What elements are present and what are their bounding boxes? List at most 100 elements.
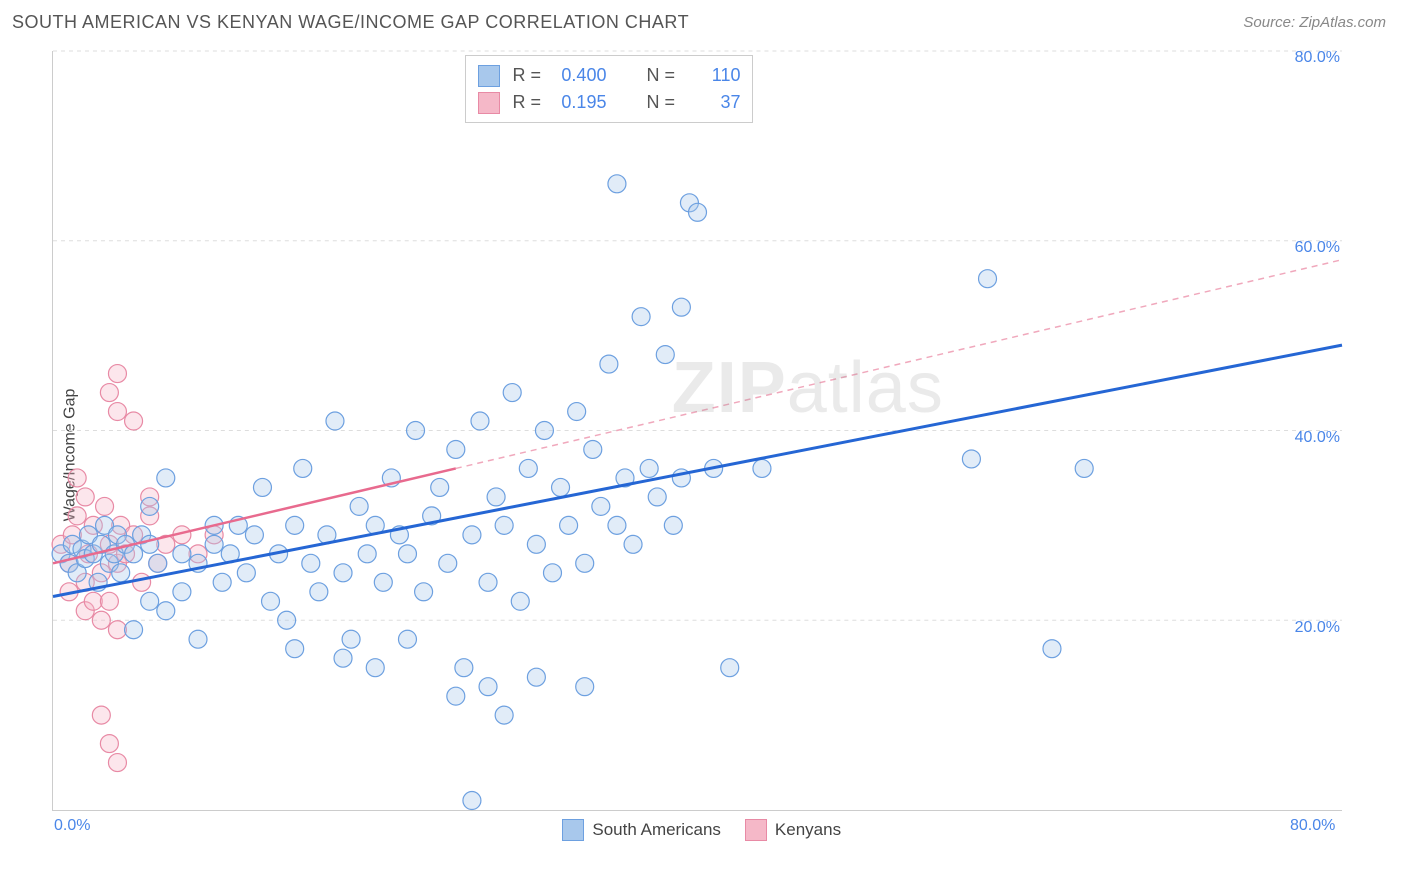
data-point xyxy=(310,583,328,601)
south-american-points xyxy=(52,175,1093,810)
y-tick-label: 20.0% xyxy=(1280,619,1340,637)
data-point xyxy=(173,545,191,563)
data-point xyxy=(342,630,360,648)
data-point xyxy=(471,412,489,430)
swatch-icon xyxy=(745,819,767,841)
data-point xyxy=(92,611,110,629)
data-point xyxy=(374,573,392,591)
data-point xyxy=(431,478,449,496)
data-point xyxy=(205,535,223,553)
data-point xyxy=(149,554,167,572)
stats-row-1: R = 0.195 N = 37 xyxy=(478,89,740,116)
data-point xyxy=(100,735,118,753)
data-point xyxy=(326,412,344,430)
data-point xyxy=(447,687,465,705)
data-point xyxy=(648,488,666,506)
data-point xyxy=(100,384,118,402)
data-point xyxy=(125,621,143,639)
data-point xyxy=(495,516,513,534)
data-point xyxy=(608,175,626,193)
data-point xyxy=(157,602,175,620)
data-point xyxy=(100,592,118,610)
data-point xyxy=(294,459,312,477)
data-point xyxy=(576,554,594,572)
data-point xyxy=(640,459,658,477)
data-point xyxy=(753,459,771,477)
data-point xyxy=(141,592,159,610)
legend-item-1: Kenyans xyxy=(745,819,841,841)
legend-label: Kenyans xyxy=(775,820,841,840)
data-point xyxy=(398,545,416,563)
data-point xyxy=(624,535,642,553)
data-point xyxy=(189,630,207,648)
data-point xyxy=(173,583,191,601)
trend-line xyxy=(456,260,1342,469)
data-point xyxy=(560,516,578,534)
data-point xyxy=(455,659,473,677)
legend-item-0: South Americans xyxy=(562,819,721,841)
data-point xyxy=(656,346,674,364)
data-point xyxy=(407,422,425,440)
data-point xyxy=(237,564,255,582)
data-point xyxy=(398,630,416,648)
data-point xyxy=(108,365,126,383)
chart-container: Wage/Income Gap ZIPatlas R = 0.400 N = 1… xyxy=(0,41,1406,869)
data-point xyxy=(721,659,739,677)
data-point xyxy=(125,412,143,430)
x-tick-label: 80.0% xyxy=(1290,817,1335,835)
stats-row-0: R = 0.400 N = 110 xyxy=(478,62,740,89)
data-point xyxy=(543,564,561,582)
data-point xyxy=(576,678,594,696)
data-point xyxy=(495,706,513,724)
data-point xyxy=(108,754,126,772)
data-point xyxy=(689,203,707,221)
data-point xyxy=(108,403,126,421)
y-tick-label: 40.0% xyxy=(1280,429,1340,447)
data-point xyxy=(592,497,610,515)
data-point xyxy=(133,573,151,591)
swatch-icon xyxy=(478,65,500,87)
data-point xyxy=(358,545,376,563)
header: SOUTH AMERICAN VS KENYAN WAGE/INCOME GAP… xyxy=(0,0,1406,41)
data-point xyxy=(439,554,457,572)
data-point xyxy=(503,384,521,402)
data-point xyxy=(1075,459,1093,477)
data-point xyxy=(979,270,997,288)
data-point xyxy=(125,545,143,563)
data-point xyxy=(334,564,352,582)
data-point xyxy=(527,535,545,553)
chart-title: SOUTH AMERICAN VS KENYAN WAGE/INCOME GAP… xyxy=(12,12,689,33)
data-point xyxy=(350,497,368,515)
data-point xyxy=(672,298,690,316)
data-point xyxy=(664,516,682,534)
data-point xyxy=(286,516,304,534)
data-point xyxy=(76,488,94,506)
bottom-legend: South Americans Kenyans xyxy=(562,819,841,841)
plot-svg xyxy=(53,51,1342,810)
data-point xyxy=(141,497,159,515)
data-point xyxy=(262,592,280,610)
data-point xyxy=(286,640,304,658)
data-point xyxy=(632,308,650,326)
data-point xyxy=(962,450,980,468)
data-point xyxy=(302,554,320,572)
data-point xyxy=(511,592,529,610)
data-point xyxy=(519,459,537,477)
data-point xyxy=(608,516,626,534)
data-point xyxy=(157,469,175,487)
data-point xyxy=(96,497,114,515)
data-point xyxy=(1043,640,1061,658)
data-point xyxy=(463,526,481,544)
data-point xyxy=(245,526,263,544)
data-point xyxy=(568,403,586,421)
swatch-icon xyxy=(562,819,584,841)
data-point xyxy=(253,478,271,496)
data-point xyxy=(479,573,497,591)
data-point xyxy=(447,440,465,458)
plot-area: ZIPatlas R = 0.400 N = 110 R = 0.195 N =… xyxy=(52,51,1342,811)
data-point xyxy=(415,583,433,601)
swatch-icon xyxy=(478,92,500,114)
y-tick-label: 60.0% xyxy=(1280,239,1340,257)
data-point xyxy=(463,792,481,810)
data-point xyxy=(366,659,384,677)
